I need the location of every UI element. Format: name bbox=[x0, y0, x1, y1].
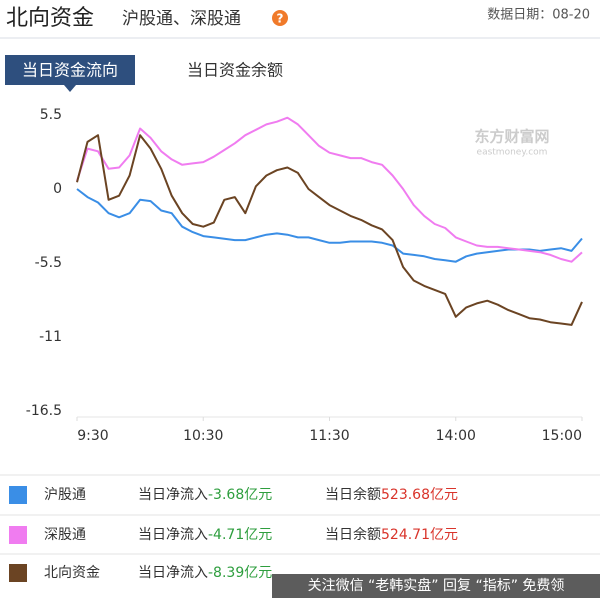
net-inflow: 当日净流入-3.68亿元 bbox=[138, 487, 272, 503]
x-tick-label: 14:00 bbox=[436, 428, 476, 444]
balance-value: 524.71亿元 bbox=[381, 527, 458, 543]
tab-pointer bbox=[64, 85, 76, 92]
balance: 当日余额524.71亿元 bbox=[325, 526, 458, 543]
net-inflow-value: -8.39亿元 bbox=[208, 565, 272, 581]
footer-banner bbox=[272, 574, 600, 598]
logo-watermark-sub: eastmoney.com bbox=[477, 148, 548, 158]
date: 数据日期：08-20 bbox=[487, 8, 590, 23]
y-tick-label: 5.5 bbox=[40, 107, 62, 123]
x-tick-label: 10:30 bbox=[183, 428, 223, 444]
net-inflow-value: -3.68亿元 bbox=[208, 487, 272, 503]
tab-label[interactable]: 当日资金余额 bbox=[187, 61, 283, 80]
legend-swatch bbox=[9, 486, 27, 504]
net-inflow-value: -4.71亿元 bbox=[208, 527, 272, 543]
net-inflow: 当日净流入-8.39亿元 bbox=[138, 565, 272, 581]
legend-swatch bbox=[9, 564, 27, 582]
help-icon[interactable] bbox=[272, 10, 288, 26]
balance-label: 当日余额 bbox=[325, 526, 381, 543]
title: 北向资金 bbox=[6, 6, 94, 31]
net-inflow-label: 当日净流入 bbox=[138, 565, 208, 581]
y-tick-label: 0 bbox=[53, 181, 62, 197]
help-icon-mark: ? bbox=[277, 12, 284, 26]
net-inflow: 当日净流入-4.71亿元 bbox=[138, 527, 272, 543]
y-tick-label: -5.5 bbox=[35, 255, 62, 271]
series-line bbox=[76, 116, 583, 263]
subtitle: 沪股通、深股通 bbox=[122, 9, 241, 29]
balance-label: 当日余额 bbox=[325, 486, 381, 503]
balance: 当日余额523.68亿元 bbox=[325, 486, 458, 503]
net-inflow-label: 当日净流入 bbox=[138, 527, 208, 543]
tab-active[interactable] bbox=[5, 55, 135, 85]
net-inflow-label: 当日净流入 bbox=[138, 487, 208, 503]
y-tick-label: -11 bbox=[39, 329, 62, 345]
footer-text: 关注微信 “老韩实盘” 回复 “指标” 免费领 bbox=[308, 577, 565, 594]
legend-label: 北向资金 bbox=[44, 565, 100, 581]
legend-swatch bbox=[9, 526, 27, 544]
plot: 5.5 0 -5.5 -11 -16.5 9:30 10:30 11:30 14:00 15:00 bbox=[26, 107, 583, 444]
x-tick-label: 9:30 bbox=[77, 428, 108, 444]
x-tick-label: 11:30 bbox=[309, 428, 349, 444]
balance-value: 523.68亿元 bbox=[381, 487, 458, 503]
logo-watermark: 东方财富网 bbox=[474, 128, 549, 146]
series-line bbox=[76, 134, 583, 326]
legend-label: 深股通 bbox=[44, 527, 86, 543]
y-tick-label: -16.5 bbox=[26, 403, 62, 419]
legend-label: 沪股通 bbox=[44, 487, 86, 503]
x-tick-label: 15:00 bbox=[542, 428, 582, 444]
tab-label[interactable]: 当日资金流向 bbox=[22, 61, 118, 80]
series-line bbox=[76, 188, 583, 263]
